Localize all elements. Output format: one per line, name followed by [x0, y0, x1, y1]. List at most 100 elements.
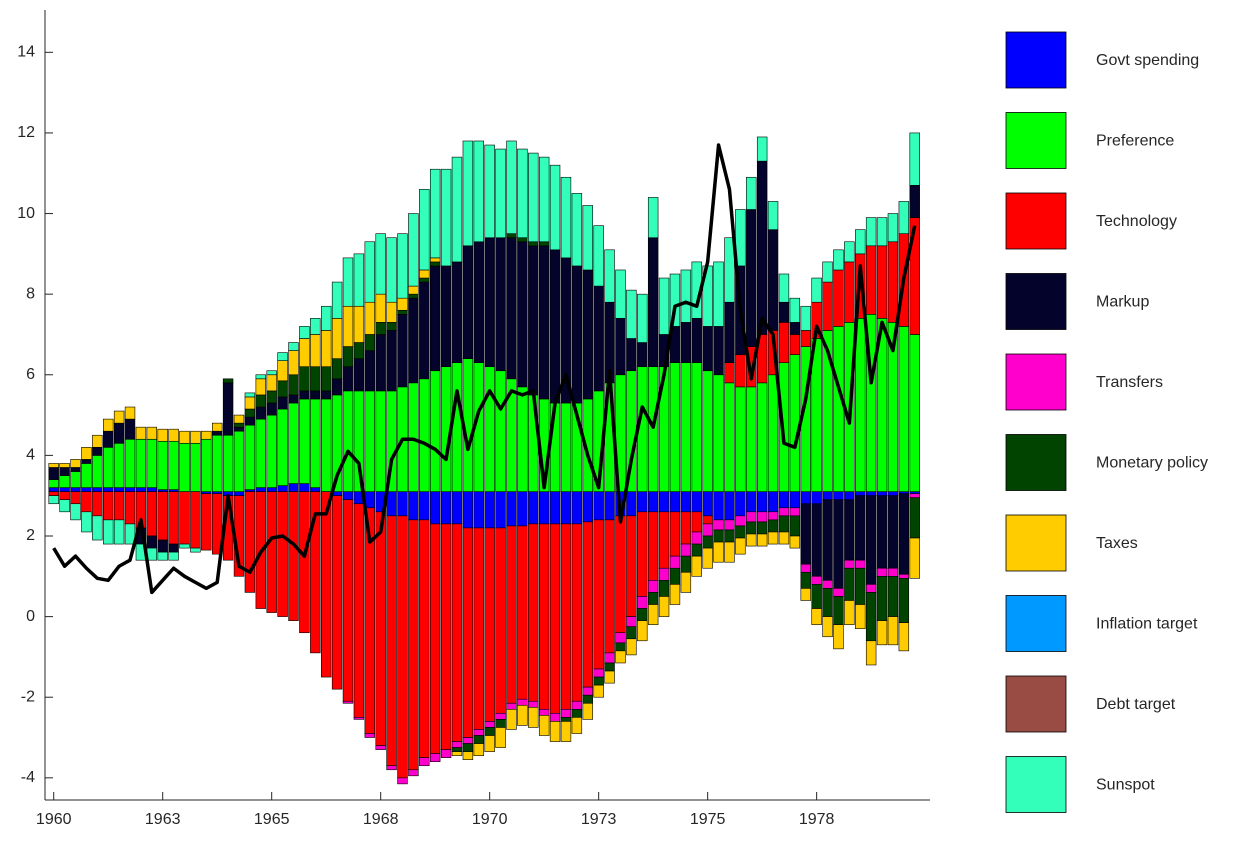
bar-segment — [756, 511, 768, 523]
legend-label: Govt spending — [1096, 52, 1199, 69]
bar-segment — [658, 277, 670, 335]
bar-segment — [538, 709, 550, 716]
bar-segment — [222, 378, 234, 384]
bar-segment — [560, 709, 572, 718]
bar-segment — [549, 523, 561, 714]
bar-segment — [571, 265, 583, 404]
bar-segment — [528, 491, 539, 525]
bar-segment — [48, 479, 59, 488]
bar-segment — [310, 398, 321, 488]
legend-label: Technology — [1096, 213, 1177, 230]
bar-segment — [560, 721, 572, 742]
bar-segment — [179, 442, 190, 492]
bar-segment — [735, 491, 746, 517]
bar-segment — [713, 326, 724, 376]
bar-segment — [800, 571, 811, 589]
bar-segment — [637, 620, 648, 642]
bar-segment — [571, 717, 583, 734]
bar-segment — [233, 414, 245, 424]
bar-segment — [429, 168, 441, 259]
bar-segment — [451, 491, 463, 525]
bar-segment — [549, 249, 561, 404]
bar-segment — [124, 406, 136, 420]
bar-segment — [135, 438, 147, 488]
bar-segment — [440, 168, 452, 267]
bar-segment — [528, 523, 539, 702]
bar-segment — [626, 491, 637, 517]
bar-segment — [713, 519, 724, 531]
bar-segment — [669, 273, 681, 327]
bar-segment — [811, 338, 822, 492]
bar-segment — [887, 213, 899, 243]
bar-segment — [266, 374, 277, 392]
bar-segment — [320, 330, 332, 368]
y-tick-label: 14 — [17, 44, 35, 61]
bar-segment — [626, 338, 637, 372]
bar-segment — [48, 495, 59, 505]
bar-segment — [517, 525, 528, 700]
bar-segment — [342, 366, 354, 392]
bar-segment — [484, 491, 495, 529]
bar-segment — [909, 497, 920, 539]
bar-segment — [495, 727, 506, 748]
bar-segment — [70, 471, 81, 488]
legend-label: Inflation target — [1096, 616, 1198, 633]
bar-segment — [647, 592, 659, 605]
bar-segment — [647, 580, 659, 593]
bar-segment — [724, 541, 735, 563]
bar-segment — [811, 584, 822, 609]
bar-segment — [865, 495, 877, 585]
bar-segment — [800, 330, 811, 347]
y-tick-label: -2 — [21, 688, 35, 705]
bar-segment — [833, 326, 844, 492]
bar-segment — [190, 547, 201, 553]
bar-segment — [702, 370, 713, 492]
bar-segment — [647, 604, 659, 625]
bar-segment — [735, 537, 746, 555]
bar-segment — [48, 463, 59, 468]
bar-segment — [484, 721, 495, 728]
bar-segment — [211, 430, 223, 436]
bar-segment — [887, 567, 899, 577]
bar-segment — [756, 382, 768, 492]
legend-swatch — [1005, 112, 1067, 169]
bar-segment — [386, 237, 397, 303]
bar-segment — [353, 717, 365, 720]
bar-segment — [898, 201, 910, 234]
bar-segment — [560, 491, 572, 525]
bar-segment — [168, 543, 179, 553]
bar-segment — [735, 515, 746, 527]
bar-segment — [201, 430, 212, 440]
bar-segment — [746, 511, 757, 523]
bar-segment — [288, 350, 299, 376]
bar-segment — [364, 301, 375, 335]
bar-segment — [571, 491, 583, 525]
bar-segment — [855, 604, 866, 629]
bar-segment — [222, 434, 234, 492]
bar-segment — [440, 749, 452, 758]
bar-segment — [789, 334, 801, 355]
y-tick-label: 4 — [26, 447, 35, 464]
bar-segment — [876, 495, 888, 569]
bar-segment — [375, 745, 386, 750]
bar-segment — [419, 757, 430, 767]
legend-swatch — [1005, 434, 1067, 491]
bar-segment — [615, 632, 626, 644]
bar-segment — [865, 245, 877, 315]
bar-segment — [364, 241, 375, 303]
bar-segment — [647, 491, 659, 513]
bar-segment — [582, 686, 593, 696]
bar-segment — [637, 608, 648, 621]
bar-segment — [375, 293, 386, 323]
bar-segment — [386, 491, 397, 517]
legend-swatch — [1005, 675, 1067, 733]
bar-segment — [495, 237, 506, 372]
bar-segment — [299, 398, 310, 484]
bar-segment — [855, 229, 866, 255]
bar-segment — [168, 551, 179, 561]
bar-segment — [626, 626, 637, 640]
bar-segment — [800, 305, 811, 331]
bar-segment — [571, 523, 583, 702]
bar-segment — [844, 499, 855, 561]
